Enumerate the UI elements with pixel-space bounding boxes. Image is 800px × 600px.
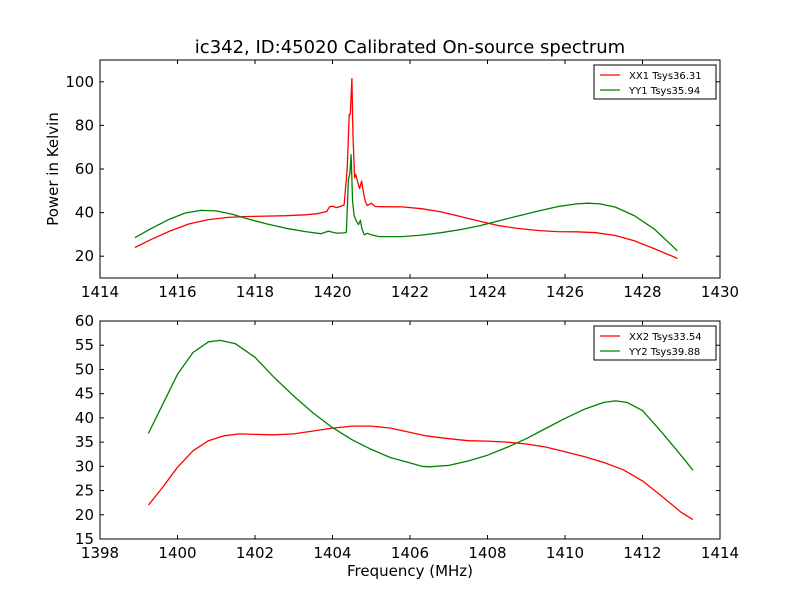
bottom-panel: 1398 1400 1402 1404 1406 1408 1410 1412 1414 15 20… — [75, 312, 739, 580]
x-tick-label: 1414 — [701, 544, 739, 562]
x-tick-label: 1430 — [701, 283, 739, 301]
series-group — [134, 77, 678, 259]
y-tick-label: 60 — [75, 160, 94, 178]
y-tick-label: 20 — [75, 506, 94, 524]
series-line-xx — [134, 77, 678, 259]
x-tick-label: 1424 — [468, 283, 506, 301]
legend-box — [593, 64, 717, 100]
y-tick-label: 25 — [75, 482, 94, 500]
y-tick-label: 45 — [75, 385, 94, 403]
y-tick-label: 35 — [75, 433, 94, 451]
x-tick-label: 1428 — [623, 283, 661, 301]
legend-label: YY2 Tsys39.88 — [628, 347, 700, 358]
legend-label: YY1 Tsys35.94 — [628, 86, 700, 97]
series-line-yy — [134, 154, 678, 252]
series-line-yy — [147, 339, 694, 471]
x-tick-label: 1414 — [81, 283, 119, 301]
x-tick-label: 1402 — [236, 544, 274, 562]
y-tick-label: 15 — [75, 530, 94, 548]
legend-label: XX1 Tsys36.31 — [629, 71, 702, 82]
x-tick-label: 1410 — [546, 544, 584, 562]
x-tick-label: 1418 — [236, 283, 274, 301]
x-tick-label: 1404 — [313, 544, 351, 562]
y-tick-label: 20 — [75, 247, 94, 265]
x-tick-label: 1422 — [391, 283, 429, 301]
y-tick-label: 80 — [75, 116, 94, 134]
y-tick-label: 40 — [75, 409, 94, 427]
x-tick-label: 1408 — [468, 544, 506, 562]
y-tick-label: 60 — [75, 312, 94, 330]
y-tick-label: 50 — [75, 360, 94, 378]
x-tick-label: 1420 — [313, 283, 351, 301]
y-axis-label: Power in Kelvin — [44, 112, 62, 226]
x-tick-label: 1400 — [158, 544, 196, 562]
x-tick-label: 1398 — [81, 544, 119, 562]
y-tick-label: 30 — [75, 457, 94, 475]
legend-box — [593, 325, 717, 361]
y-tick-label: 40 — [75, 204, 94, 222]
y-tick-label: 100 — [65, 73, 94, 91]
x-tick-label: 1412 — [623, 544, 661, 562]
x-tick-label: 1426 — [546, 283, 584, 301]
y-tick-label: 55 — [75, 336, 94, 354]
figure-title: ic342, ID:45020 Calibrated On-source spe… — [195, 37, 625, 58]
x-tick-label: 1406 — [391, 544, 429, 562]
x-axis-label: Frequency (MHz) — [347, 562, 473, 580]
x-tick-label: 1416 — [158, 283, 196, 301]
series-group — [147, 339, 694, 521]
legend-label: XX2 Tsys33.54 — [629, 332, 702, 343]
series-line-xx — [147, 425, 694, 521]
top-panel: 1414 1416 1418 1420 1422 1424 1426 1428 1430 20 40… — [44, 59, 739, 301]
